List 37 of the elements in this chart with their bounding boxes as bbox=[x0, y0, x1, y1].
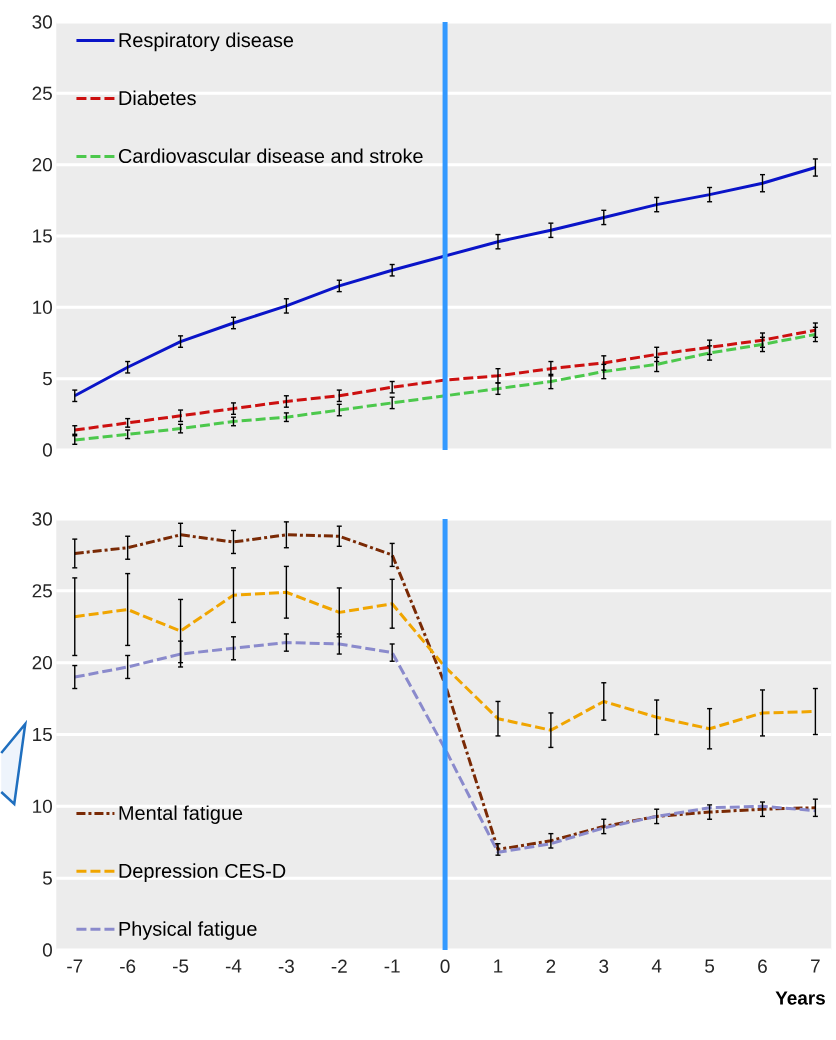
x-tick-label: -6 bbox=[119, 959, 136, 973]
y-tick-label: 15 bbox=[32, 727, 52, 742]
x-tick-label: -3 bbox=[278, 959, 294, 973]
y-tick-label: 15 bbox=[32, 229, 52, 243]
x-tick-label: 2 bbox=[546, 959, 556, 973]
y-tick-label: 0 bbox=[42, 443, 52, 457]
legend-label: Diabetes bbox=[119, 90, 196, 106]
y-tick-label: 25 bbox=[32, 584, 52, 598]
legend-label: Mental fatigue bbox=[119, 805, 243, 824]
x-tick-label: -2 bbox=[331, 959, 347, 973]
y-tick-label: 10 bbox=[32, 799, 52, 814]
x-tick-label: 7 bbox=[810, 959, 820, 973]
legend-label: Cardiovascular disease and stroke bbox=[118, 148, 423, 164]
x-tick-label: 3 bbox=[599, 959, 609, 973]
y-tick-label: 20 bbox=[32, 157, 52, 172]
x-tick-label: 5 bbox=[704, 959, 714, 973]
y-tick-label: 0 bbox=[42, 943, 52, 957]
x-tick-label: -7 bbox=[67, 959, 83, 973]
y-tick-label: 30 bbox=[32, 512, 52, 526]
y-tick-label: 20 bbox=[32, 655, 52, 670]
y-tick-label: 5 bbox=[42, 871, 52, 885]
legend-label: Physical fatigue bbox=[119, 921, 257, 940]
x-tick-label: -5 bbox=[172, 959, 189, 973]
y-tick-label: 5 bbox=[42, 372, 52, 386]
legend-label: Respiratory disease bbox=[119, 32, 293, 52]
x-tick-label: -1 bbox=[384, 959, 400, 973]
x-tick-label: 1 bbox=[494, 959, 503, 973]
legend-label: Depression CES-D bbox=[119, 863, 286, 882]
x-tick-label: 6 bbox=[758, 959, 767, 973]
y-tick-label: 25 bbox=[32, 86, 52, 101]
x-axis-title: Years bbox=[775, 991, 825, 1005]
y-tick-label: 10 bbox=[32, 300, 52, 315]
x-tick-label: -4 bbox=[225, 959, 242, 973]
x-tick-label: 4 bbox=[651, 959, 662, 973]
line-series bbox=[73, 533, 817, 851]
x-tick-label: 0 bbox=[440, 959, 450, 973]
y-tick-label: 30 bbox=[32, 15, 52, 29]
